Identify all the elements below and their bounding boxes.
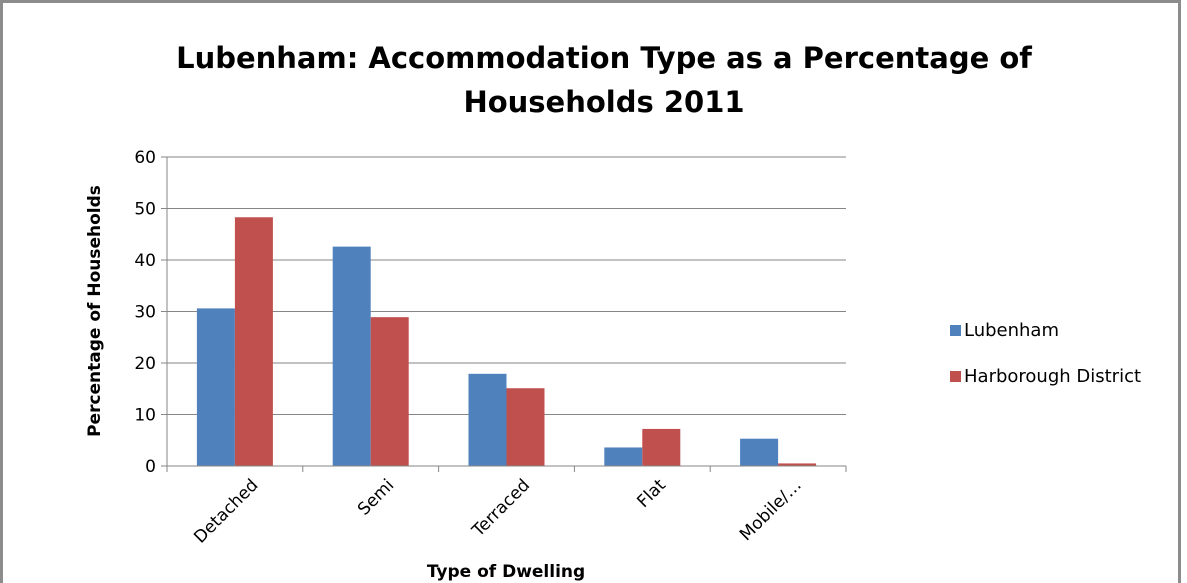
legend: Lubenham Harborough District: [950, 320, 1141, 387]
bar-harborough-district-3: [642, 428, 681, 466]
bar-lubenham-4: [740, 438, 779, 466]
y-tick-label: 0: [145, 457, 156, 477]
y-tick-labels: 0 10 20 30 40 50 60: [134, 148, 156, 477]
x-tick-label: Detached: [190, 475, 262, 547]
x-tick-label: Terraced: [468, 475, 534, 541]
bar-lubenham-1: [332, 246, 371, 466]
x-tick-label: Flat: [633, 475, 670, 512]
bar-lubenham-3: [604, 447, 643, 466]
x-axis-title: Type of Dwelling: [427, 562, 585, 582]
axes: [161, 156, 847, 472]
bar-lubenham-0: [196, 308, 235, 466]
legend-swatch-harborough-district: [950, 371, 961, 382]
y-tick-label: 10: [134, 406, 156, 426]
bar-harborough-district-4: [778, 463, 817, 466]
y-axis-title: Percentage of Households: [85, 185, 105, 437]
legend-label: Harborough District: [964, 366, 1141, 387]
x-tick-label: Semi: [354, 475, 398, 519]
x-tick-labels: Detached Semi Terraced Flat Mobile/…: [190, 475, 805, 547]
legend-label: Lubenham: [964, 320, 1059, 341]
y-tick-label: 50: [134, 200, 156, 220]
bar-harborough-district-0: [234, 217, 273, 466]
bar-harborough-district-1: [370, 317, 409, 466]
x-tick-label: Mobile/…: [736, 475, 806, 545]
chart-title-line-1: Lubenham: Accommodation Type as a Percen…: [176, 41, 1032, 75]
y-tick-label: 40: [134, 251, 156, 271]
bar-lubenham-2: [468, 373, 507, 466]
legend-swatch-lubenham: [950, 325, 961, 336]
chart-title-line-2: Households 2011: [463, 85, 744, 119]
bar-harborough-district-2: [506, 388, 545, 466]
bars: [196, 217, 817, 466]
y-tick-label: 60: [134, 148, 156, 168]
y-tick-label: 30: [134, 303, 156, 323]
y-tick-label: 20: [134, 354, 156, 374]
chart-title: Lubenham: Accommodation Type as a Percen…: [176, 41, 1032, 119]
